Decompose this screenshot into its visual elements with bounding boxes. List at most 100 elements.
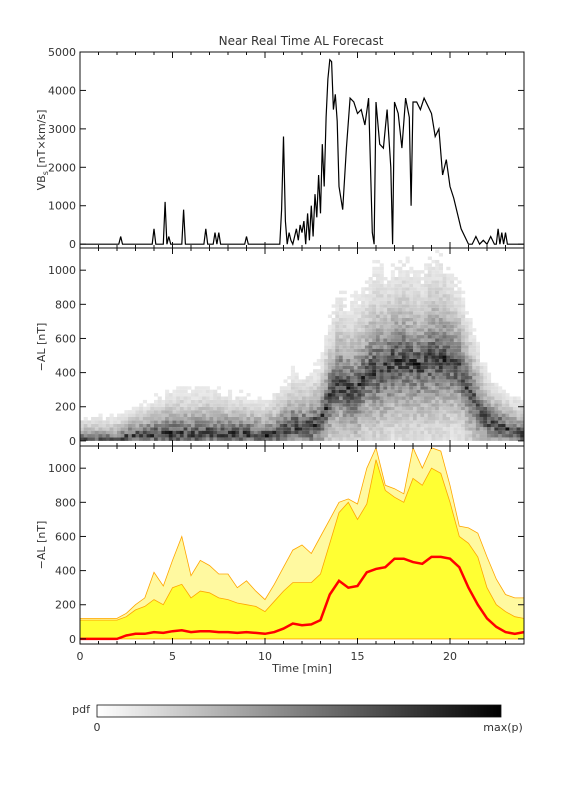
pdf-cell (468, 352, 473, 356)
pdf-cell (512, 416, 517, 421)
pdf-cell (327, 355, 332, 359)
pdf-cell (383, 413, 388, 417)
pdf-cell (394, 341, 399, 346)
pdf-cell (446, 379, 451, 383)
pdf-cell (450, 406, 455, 411)
pdf-cell (302, 437, 307, 441)
pdf-cell (179, 427, 184, 431)
pdf-cell (372, 358, 377, 363)
pdf-cell (464, 393, 469, 397)
pdf-cell (339, 399, 344, 404)
vbs-series-line (80, 58, 524, 246)
pdf-cell (457, 376, 462, 380)
pdf-cell (446, 277, 451, 281)
pdf-cell (398, 321, 403, 325)
pdf-cell (228, 430, 233, 435)
pdf-cell (331, 396, 336, 400)
pdf-cell (498, 416, 503, 421)
pdf-cell (187, 420, 192, 424)
pdf-cell (398, 420, 403, 424)
pdf-cell (442, 297, 447, 301)
pdf-cell (327, 430, 332, 435)
pdf-cell (131, 410, 136, 414)
pdf-cell (368, 358, 373, 363)
pdf-cell (379, 389, 384, 394)
pdf-cell (139, 403, 144, 407)
pdf-cell (457, 434, 462, 438)
pdf-cell (446, 416, 451, 421)
pdf-cell (405, 335, 410, 339)
pdf-cell (438, 389, 443, 394)
pdf-cell (213, 410, 218, 414)
pdf-cell (453, 396, 458, 400)
pdf-cell (372, 406, 377, 411)
pdf-cell (172, 427, 177, 431)
pdf-cell (401, 345, 406, 349)
pdf-cell (413, 369, 418, 373)
pdf-cell (339, 416, 344, 421)
pdf-cell (487, 376, 492, 380)
pdf-cell (202, 423, 207, 428)
pdf-cell (427, 393, 432, 397)
pdf-cell (438, 406, 443, 411)
pdf-cell (472, 362, 477, 366)
pdf-cell (316, 382, 321, 387)
pdf-cell (490, 427, 495, 431)
pdf-cell (431, 352, 436, 356)
pdf-cell (376, 358, 381, 363)
pdf-cell (364, 314, 369, 318)
pdf-cell (361, 287, 366, 291)
pdf-cell (424, 290, 429, 295)
pdf-cell (313, 372, 318, 377)
pdf-cell (450, 321, 455, 325)
pdf-cell (142, 420, 147, 424)
pdf-cell (187, 434, 192, 438)
pdf-cell (509, 430, 514, 435)
pdf-cell (379, 273, 384, 278)
pdf-cell (205, 427, 210, 431)
pdf-cell (435, 338, 440, 342)
pdf-cell (346, 389, 351, 394)
pdf-cell (350, 382, 355, 387)
pdf-cell (346, 416, 351, 421)
pdf-cell (257, 399, 262, 404)
pdf-cell (379, 399, 384, 404)
pdf-cell (453, 403, 458, 407)
pdf-cell (324, 427, 329, 431)
pdf-cell (424, 314, 429, 318)
pdf-cell (479, 362, 484, 366)
pdf-cell (383, 362, 388, 366)
pdf-cell (413, 277, 418, 281)
pdf-cell (320, 386, 325, 390)
pdf-cell (327, 437, 332, 441)
pdf-cell (187, 406, 192, 411)
pdf-cell (346, 352, 351, 356)
pdf-cell (283, 406, 288, 411)
pdf-cell (187, 430, 192, 435)
pdf-cell (416, 423, 421, 428)
pdf-cell (420, 345, 425, 349)
pdf-cell (450, 277, 455, 281)
pdf-cell (438, 386, 443, 390)
pdf-cell (376, 382, 381, 387)
pdf-cell (461, 379, 466, 383)
pdf-cell (379, 416, 384, 421)
pdf-cell (509, 437, 514, 441)
pdf-cell (324, 403, 329, 407)
pdf-cell (165, 403, 170, 407)
pdf-cell (516, 399, 521, 404)
pdf-cell (316, 379, 321, 383)
pdf-cell (139, 406, 144, 411)
pdf-cell (135, 434, 140, 438)
pdf-cell (205, 423, 210, 428)
pdf-cell (364, 294, 369, 298)
pdf-cell (157, 416, 162, 421)
pdf-cell (438, 314, 443, 318)
pdf-cell (150, 430, 155, 435)
pdf-cell (154, 413, 159, 417)
pdf-cell (431, 437, 436, 441)
pdf-cell (457, 396, 462, 400)
pdf-cell (383, 348, 388, 353)
pdf-cell (235, 427, 240, 431)
pdf-cell (379, 280, 384, 284)
